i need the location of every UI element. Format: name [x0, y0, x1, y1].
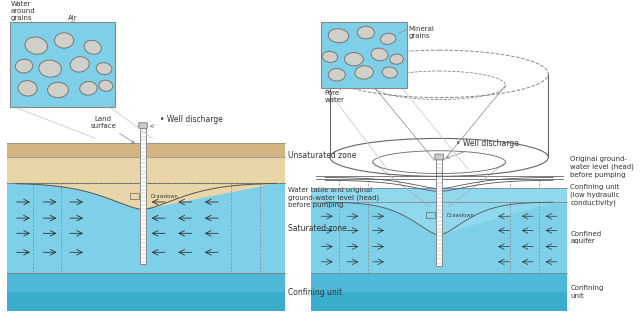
Ellipse shape — [371, 48, 388, 61]
Text: Water
around
grains: Water around grains — [11, 1, 36, 21]
Text: Land
surface: Land surface — [90, 116, 134, 143]
Text: Confining unit
(low hydraulic
conductivity): Confining unit (low hydraulic conductivi… — [570, 184, 620, 206]
Ellipse shape — [345, 53, 363, 66]
Bar — [7, 158, 285, 183]
Text: • Well discharge: • Well discharge — [150, 115, 223, 128]
Ellipse shape — [96, 63, 112, 75]
Ellipse shape — [329, 69, 345, 81]
Bar — [7, 183, 285, 273]
Bar — [7, 26, 285, 143]
Text: Water table and original
ground-water level (head)
before pumping: Water table and original ground-water le… — [288, 187, 379, 208]
Text: Confining
unit: Confining unit — [570, 285, 604, 299]
Ellipse shape — [48, 82, 68, 98]
Text: Drawdown: Drawdown — [447, 213, 475, 218]
Ellipse shape — [329, 29, 349, 43]
Ellipse shape — [390, 54, 403, 64]
FancyBboxPatch shape — [139, 123, 147, 129]
Ellipse shape — [355, 66, 374, 79]
Ellipse shape — [80, 82, 97, 95]
Ellipse shape — [382, 67, 397, 78]
Text: Mineral
grains: Mineral grains — [409, 26, 435, 39]
Ellipse shape — [70, 57, 89, 72]
Ellipse shape — [25, 37, 48, 54]
Bar — [140, 126, 146, 264]
Bar — [311, 188, 567, 202]
Text: Unsaturated zone: Unsaturated zone — [288, 151, 357, 160]
Ellipse shape — [39, 60, 62, 77]
Text: Drawdown: Drawdown — [150, 194, 179, 199]
Bar — [7, 292, 285, 311]
FancyBboxPatch shape — [435, 154, 444, 160]
Ellipse shape — [15, 59, 33, 73]
Polygon shape — [325, 202, 553, 234]
Bar — [130, 193, 140, 199]
Bar — [311, 202, 567, 273]
Text: • Well discharge: • Well discharge — [446, 139, 519, 159]
Bar — [311, 273, 567, 292]
Ellipse shape — [18, 81, 37, 96]
Ellipse shape — [322, 51, 338, 62]
Bar — [322, 22, 407, 88]
Bar — [7, 143, 285, 158]
Bar — [426, 212, 435, 218]
Ellipse shape — [381, 33, 395, 44]
Ellipse shape — [358, 26, 374, 39]
Bar — [311, 26, 567, 176]
Ellipse shape — [55, 33, 74, 48]
Bar — [10, 22, 114, 107]
Ellipse shape — [99, 80, 113, 91]
Text: Saturated zone: Saturated zone — [288, 224, 347, 233]
Ellipse shape — [84, 40, 102, 54]
Bar — [437, 158, 442, 266]
Text: Confined
aquifer: Confined aquifer — [570, 231, 601, 244]
Text: Original ground-
water level (head)
before pumping: Original ground- water level (head) befo… — [570, 156, 634, 177]
Text: Confining unit: Confining unit — [288, 288, 342, 297]
Text: Air: Air — [68, 15, 77, 21]
Bar — [7, 273, 285, 292]
Text: Pore
water: Pore water — [324, 90, 344, 103]
Polygon shape — [17, 183, 276, 209]
Bar — [311, 292, 567, 311]
